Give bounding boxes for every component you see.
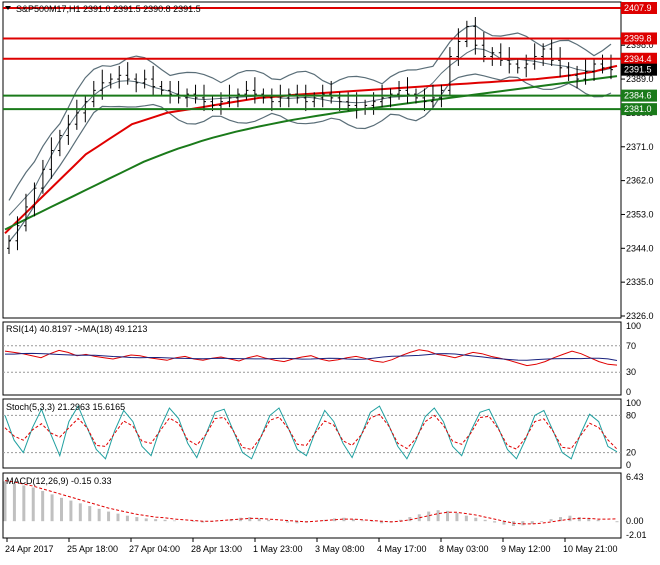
macd-tick-label: 0.00 xyxy=(626,516,644,526)
time-tick-label: 25 Apr 18:00 xyxy=(67,544,118,554)
time-tick-label: 9 May 12:00 xyxy=(501,544,551,554)
time-tick-label: 4 May 17:00 xyxy=(377,544,427,554)
macd-tick-label: 6.43 xyxy=(626,472,644,482)
bollinger-middle-line xyxy=(8,47,612,216)
main-pane-border xyxy=(2,1,622,319)
rsi-line xyxy=(4,349,618,367)
price-tick-label: 2335.0 xyxy=(626,277,654,287)
stochastic-main-line xyxy=(4,404,618,460)
rsi-tick-label: 100 xyxy=(626,321,641,331)
price-tick-label: 2389.0 xyxy=(626,74,654,84)
time-tick-label: 27 Apr 04:00 xyxy=(129,544,180,554)
level-badge-label: 2399.8 xyxy=(624,33,652,43)
rsi-tick-label: 30 xyxy=(626,367,636,377)
level-badge xyxy=(621,89,657,102)
level-badge-label: 2394.4 xyxy=(624,54,652,64)
main-price-pane: 2407.92398.02389.02380.02371.02362.02353… xyxy=(2,1,657,321)
time-tick-label: 3 May 08:00 xyxy=(315,544,365,554)
stochastic-tick-label: 0 xyxy=(626,460,631,470)
moving-average-red-line xyxy=(4,64,618,235)
symbol-header: S&P500M17,H1 2391.0 2391.5 2390.8 2391.5 xyxy=(16,4,201,14)
price-tick-label: 2371.0 xyxy=(626,142,654,152)
level-badge-label: 2407.9 xyxy=(624,3,652,13)
time-tick-label: 28 Apr 13:00 xyxy=(191,544,242,554)
level-badge xyxy=(621,32,657,45)
time-axis: 24 Apr 2017 25 Apr 18:00 27 Apr 04:00 28 Ap… xyxy=(5,538,618,554)
macd-pane-border xyxy=(2,472,622,539)
bollinger-upper-line xyxy=(8,24,612,201)
time-tick-label: 10 May 21:00 xyxy=(563,544,618,554)
stochastic-tick-label: 20 xyxy=(626,448,636,458)
macd-pane: 6.43 0.00 -2.01 xyxy=(2,472,647,540)
macd-signal-line xyxy=(4,480,618,525)
time-tick-label: 1 May 23:00 xyxy=(253,544,303,554)
price-tick-label: 2326.0 xyxy=(626,311,654,321)
rsi-header: RSI(14) 40.8197 ->MA(18) 49.1213 xyxy=(6,324,147,334)
rsi-pane-border xyxy=(2,321,622,396)
stoch-pane-border xyxy=(2,398,622,469)
rsi-pane: 100 70 30 0 xyxy=(2,321,641,397)
level-badge-label: 2384.6 xyxy=(624,91,652,101)
macd-header: MACD(12,26,9) -0.15 0.33 xyxy=(6,476,112,486)
dropdown-triangle-icon[interactable] xyxy=(5,6,11,10)
rsi-tick-label: 0 xyxy=(626,387,631,397)
level-badge xyxy=(621,103,657,116)
level-badge xyxy=(621,2,657,14)
stochastic-signal-line xyxy=(4,413,618,451)
stochastic-tick-label: 80 xyxy=(626,410,636,420)
bollinger-lower-line xyxy=(8,73,612,243)
price-tick-label: 2353.0 xyxy=(626,209,654,219)
rsi-ma-line xyxy=(5,352,618,361)
stochastic-pane: 100 80 20 0 xyxy=(2,398,641,470)
price-tick-label: 2362.0 xyxy=(626,176,654,186)
time-tick-label: 8 May 03:00 xyxy=(439,544,489,554)
level-badge xyxy=(621,52,657,65)
current-price-label: 2391.5 xyxy=(624,65,652,75)
current-price-badge xyxy=(621,63,657,76)
rsi-tick-label: 70 xyxy=(626,341,636,351)
level-badge-label: 2381.0 xyxy=(624,104,652,114)
moving-average-green-line xyxy=(4,75,618,231)
price-tick-label: 2398.0 xyxy=(626,40,654,50)
macd-tick-label: -2.01 xyxy=(626,530,647,540)
time-tick-label: 24 Apr 2017 xyxy=(5,544,54,554)
stochastic-tick-label: 100 xyxy=(626,398,641,408)
stochastic-header: Stoch(5,3,3) 21.2963 15.6165 xyxy=(6,402,125,412)
price-tick-label: 2344.0 xyxy=(626,243,654,253)
